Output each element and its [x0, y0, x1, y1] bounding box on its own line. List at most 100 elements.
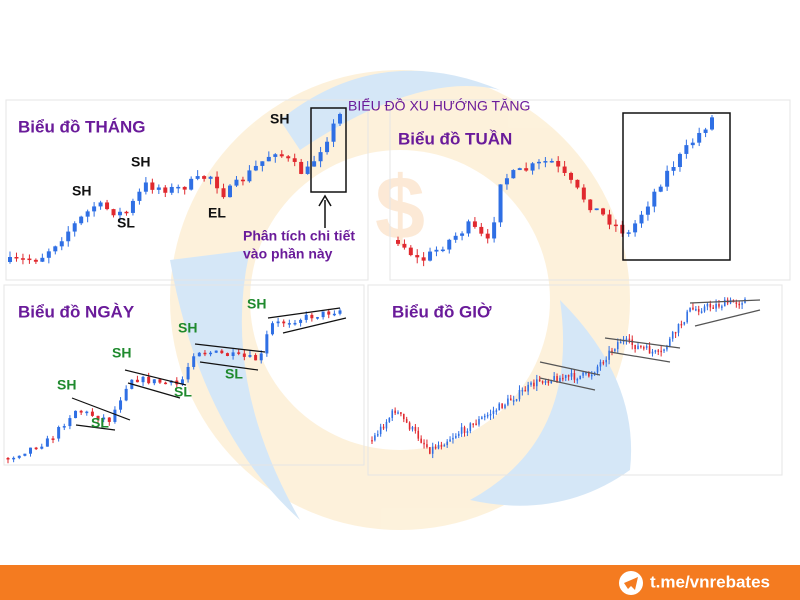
candle — [709, 304, 712, 308]
candle — [517, 168, 522, 171]
candle — [703, 306, 706, 312]
candle — [489, 413, 492, 416]
candle — [562, 166, 567, 173]
candle — [452, 437, 454, 440]
candle — [417, 430, 420, 439]
candle — [619, 341, 622, 344]
candle — [570, 373, 573, 377]
candle — [17, 455, 21, 458]
candle — [683, 322, 686, 325]
candle — [221, 188, 226, 198]
candle — [270, 323, 274, 335]
candle — [440, 249, 445, 252]
candle — [68, 418, 72, 427]
swing-label: SL — [117, 215, 135, 231]
candle — [197, 352, 201, 357]
candle — [189, 178, 194, 190]
candle — [92, 206, 97, 212]
candle — [498, 403, 501, 411]
candle — [614, 349, 616, 352]
candle — [680, 323, 683, 326]
candle — [549, 160, 554, 163]
candle — [265, 334, 269, 354]
candle — [141, 376, 145, 383]
candle — [72, 223, 77, 232]
candle — [338, 113, 342, 124]
candle — [536, 161, 541, 164]
candle — [556, 376, 558, 383]
candlesticks — [6, 112, 746, 464]
candle — [163, 187, 168, 193]
candle — [710, 117, 714, 130]
candle — [396, 240, 400, 244]
candle — [607, 214, 612, 225]
swing-label: SH — [131, 154, 150, 170]
candle — [585, 372, 587, 374]
candle — [338, 310, 342, 314]
swing-label: SH — [57, 377, 76, 393]
candle — [231, 352, 235, 356]
candle — [712, 307, 714, 309]
candle — [405, 419, 408, 423]
candle — [260, 161, 265, 166]
candle — [20, 258, 25, 260]
candle — [536, 379, 538, 387]
candle — [299, 319, 303, 323]
candle — [220, 350, 224, 354]
candle — [225, 353, 229, 356]
candle — [692, 307, 694, 310]
candle — [530, 382, 532, 385]
candle — [492, 410, 495, 414]
candle — [544, 381, 547, 383]
candle — [721, 306, 723, 308]
candle — [495, 410, 498, 412]
candle — [472, 423, 475, 425]
candle — [582, 372, 584, 376]
candle — [588, 199, 593, 211]
candle — [51, 438, 55, 440]
candle — [669, 338, 671, 347]
candle — [180, 379, 184, 385]
candle — [697, 309, 700, 312]
candle — [385, 421, 388, 429]
candle — [475, 423, 477, 426]
candle — [391, 410, 394, 418]
candle — [466, 221, 471, 234]
candle — [645, 206, 650, 215]
candle — [327, 311, 331, 315]
candle — [176, 186, 181, 189]
candle — [660, 350, 662, 353]
footer-link[interactable]: t.me/vnrebates — [650, 572, 770, 591]
candle — [654, 350, 657, 352]
candle — [567, 375, 570, 377]
candle — [706, 304, 709, 307]
panel-title: Biểu đồ GIỜ — [392, 302, 492, 321]
candle — [524, 389, 527, 392]
candle — [738, 303, 741, 306]
candle — [431, 446, 434, 454]
candle — [152, 379, 156, 384]
candle — [304, 314, 308, 320]
chart-frames — [3, 99, 791, 476]
candle — [124, 211, 129, 214]
candle — [642, 347, 645, 349]
candle — [460, 427, 463, 434]
candle — [695, 309, 697, 311]
callout: Phân tích chi tiết — [243, 228, 355, 244]
candle — [85, 211, 90, 217]
candle — [478, 419, 480, 425]
candle — [111, 209, 116, 216]
candle — [703, 129, 708, 133]
candle — [102, 417, 106, 420]
candle — [434, 249, 439, 252]
candle — [553, 376, 555, 381]
candle — [113, 409, 117, 422]
candle — [608, 350, 610, 360]
candle — [209, 352, 213, 355]
candle — [40, 257, 45, 262]
candle — [66, 231, 71, 242]
candle — [504, 404, 506, 408]
candle — [74, 410, 78, 419]
candle — [665, 170, 670, 187]
candle — [6, 458, 10, 460]
